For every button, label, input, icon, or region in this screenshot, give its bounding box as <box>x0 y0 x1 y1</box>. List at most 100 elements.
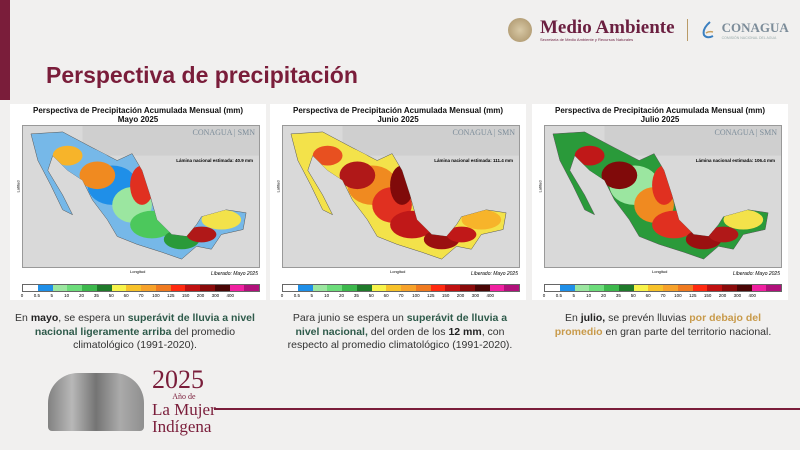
colorbar-swatch <box>356 285 372 291</box>
colorbar-tick: 200 <box>718 293 727 298</box>
colorbar-tick: 35 <box>615 293 621 298</box>
colorbar-swatch <box>82 285 97 291</box>
colorbar-swatch <box>722 285 737 291</box>
map-title: Perspectiva de Precipitación Acumulada M… <box>293 106 503 115</box>
precip-zone <box>186 226 217 243</box>
colorbar-tick: 300 <box>471 293 480 298</box>
map-logos: CONAGUA | SMN <box>452 128 515 137</box>
colorbar-tick: 300 <box>733 293 742 298</box>
colorbar-swatch <box>401 285 416 291</box>
map-month: Mayo 2025 <box>117 114 159 124</box>
map-month: Junio 2025 <box>377 114 419 124</box>
colorbar-tick: 150 <box>441 293 450 298</box>
national-estimate: Lámina nacional estimada: 111.4 mm <box>434 158 513 163</box>
colorbar-tick: 200 <box>456 293 465 298</box>
colorbar-swatch <box>67 285 82 291</box>
colorbar-swatch <box>677 285 693 291</box>
colorbar-tick: 10 <box>324 293 330 298</box>
precip-zone <box>723 209 764 230</box>
precip-zone <box>312 145 343 166</box>
logo-line1: Año de <box>172 392 196 401</box>
colorbar-swatch <box>504 285 519 291</box>
colorbar-tick: 400 <box>486 293 495 298</box>
colorbar-swatch <box>589 285 604 291</box>
national-seal-icon <box>508 18 532 42</box>
release-note: Liberado: Mayo 2025 <box>211 271 258 277</box>
agency-name: CONAGUA <box>721 20 789 35</box>
precip-zone <box>461 209 502 230</box>
colorbar-tick: 35 <box>353 293 359 298</box>
map-title: Perspectiva de Precipitación Acumulada M… <box>33 106 243 115</box>
colorbar-swatch <box>244 285 259 291</box>
colorbar-tick: 5 <box>572 293 576 298</box>
colorbar-tick: 400 <box>748 293 757 298</box>
colorbar <box>22 284 260 292</box>
precip-zone <box>79 161 116 190</box>
colorbar-ticks: 0 0.5 5 10 20 35 50 60 70 100 125 150 200 300 400 <box>280 293 520 299</box>
national-estimate: Lámina nacional estimada: 40.9 mm <box>176 158 253 163</box>
colorbar-swatch <box>37 285 53 291</box>
colorbar-swatch <box>445 285 460 291</box>
colorbar-tick: 60 <box>123 293 129 298</box>
conagua-drop-icon <box>702 21 714 39</box>
colorbar-swatch <box>327 285 342 291</box>
colorbar-tick: 20 <box>338 293 345 298</box>
logo-year: 2025 <box>152 365 204 394</box>
colorbar-tick: 50 <box>108 293 114 298</box>
colorbar-tick: 0.5 <box>293 293 301 298</box>
colorbar-swatch <box>751 285 767 291</box>
colorbar-tick: 125 <box>166 293 175 298</box>
precip-zone <box>574 145 605 166</box>
colorbar-tick: 60 <box>383 293 389 298</box>
colorbar-tick: 0 <box>20 293 24 298</box>
colorbar-swatch <box>633 285 649 291</box>
accent-bar <box>0 0 10 100</box>
header-logos: Medio Ambiente Secretaría de Medio Ambien… <box>508 18 789 42</box>
colorbar-swatch <box>663 285 678 291</box>
colorbar-tick: 20 <box>600 293 607 298</box>
colorbar-tick: 100 <box>674 293 682 298</box>
precip-zone <box>201 209 242 230</box>
colorbar-tick: 5 <box>50 293 54 298</box>
colorbar-tick: 125 <box>688 293 697 298</box>
colorbar-swatch <box>460 285 475 291</box>
colorbar-swatch <box>604 285 619 291</box>
colorbar-swatch <box>185 285 200 291</box>
colorbar-tick: 0 <box>280 293 284 298</box>
x-axis-label: Longitud <box>130 269 146 274</box>
agency-sub: COMISIÓN NACIONAL DEL AGUA <box>721 36 777 40</box>
description-july: En julio, se prevén lluvias por debajo d… <box>554 312 772 338</box>
colorbar-tick: 10 <box>586 293 592 298</box>
colorbar-swatch <box>312 285 328 291</box>
precip-zone <box>339 161 376 190</box>
colorbar-tick: 150 <box>181 293 190 298</box>
colorbar-tick: 150 <box>703 293 712 298</box>
colorbar-swatch <box>283 285 298 291</box>
colorbar-swatch <box>126 285 141 291</box>
mexico-map: CONAGUA | SMN Lámina nacional estimada: … <box>22 125 260 268</box>
colorbar-tick: 0 <box>542 293 546 298</box>
colorbar-swatch <box>430 285 446 291</box>
x-axis-label: Longitud <box>390 269 406 274</box>
description-may: En mayo, se espera un superávit de lluvi… <box>15 312 255 351</box>
y-axis-label: Latitud <box>15 180 21 193</box>
colorbar-tick: 5 <box>310 293 314 298</box>
colorbar-tick: 35 <box>93 293 99 298</box>
x-axis-label: Longitud <box>652 269 668 274</box>
colorbar-tick: 70 <box>398 293 404 298</box>
colorbar-swatch <box>200 285 215 291</box>
colorbar-swatch <box>766 285 781 291</box>
colorbar-swatch <box>474 285 490 291</box>
colorbar-tick: 100 <box>152 293 160 298</box>
colorbar-tick: 0.5 <box>555 293 563 298</box>
colorbar-swatch <box>342 285 357 291</box>
colorbar-swatch <box>96 285 112 291</box>
colorbar-tick: 10 <box>64 293 70 298</box>
precip-zone <box>446 226 477 243</box>
precip-zone <box>708 226 739 243</box>
colorbar-swatch <box>229 285 245 291</box>
colorbar-tick: 50 <box>368 293 374 298</box>
colorbar-swatch <box>415 285 431 291</box>
brand-sub: Secretaría de Medio Ambiente y Recursos … <box>540 36 634 42</box>
colorbar-ticks: 0 0.5 5 10 20 35 50 60 70 100 125 150 200 300 400 <box>542 293 782 299</box>
